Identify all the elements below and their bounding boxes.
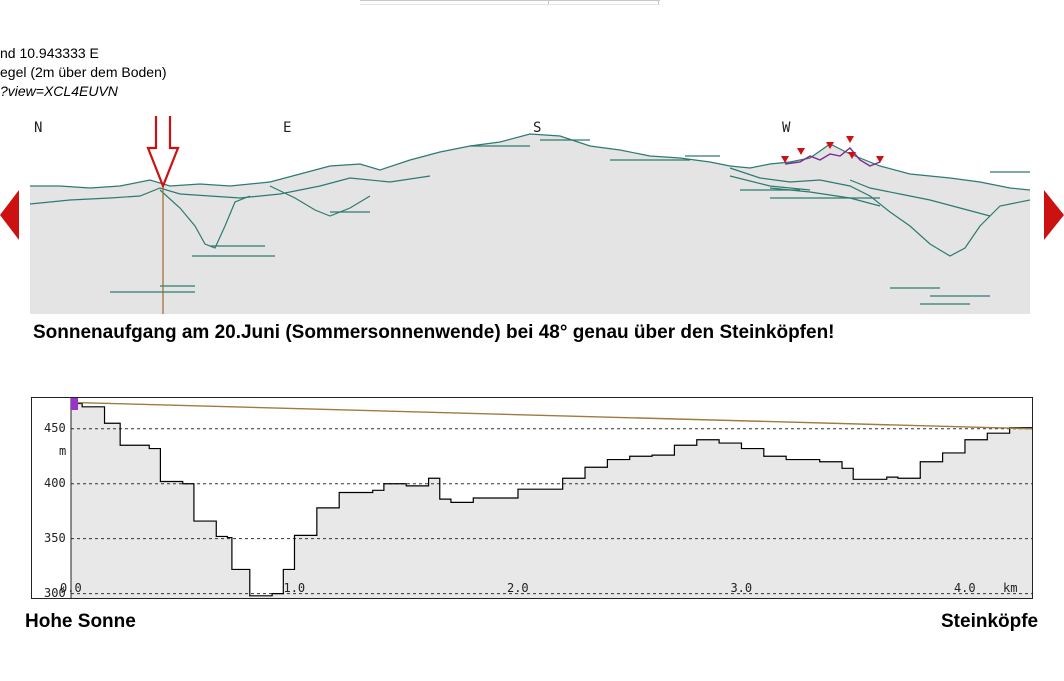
terrain-profile-line (71, 402, 1032, 597)
x-tick-2.0: 2.0 (506, 581, 529, 595)
x-tick-1.0: 1.0 (283, 581, 306, 595)
x-tick-4.0: 4.0 (953, 581, 976, 595)
x-tick-0.0: 0.0 (60, 581, 82, 595)
start-marker (71, 398, 78, 410)
caption-text: Sonnenaufgang am 20.Juni (Sommersonnenwe… (33, 322, 835, 343)
terrain-area (71, 403, 1032, 598)
sky-area (30, 116, 1030, 190)
y-tick-350: 350 (44, 530, 66, 545)
next-arrow-icon[interactable] (1044, 190, 1064, 240)
ridge-segments (110, 139, 1030, 305)
start-location-label: Hohe Sonne (25, 611, 136, 632)
end-location-label: Steinköpfe (941, 611, 1039, 632)
compass-label-n: N (34, 120, 43, 136)
y-axis-unit: m (59, 444, 67, 458)
elevation-profile-chart (31, 397, 1033, 599)
y-tick-300: 300 (44, 585, 66, 600)
panorama-view[interactable] (30, 116, 1030, 314)
x-axis-unit: km (1003, 581, 1018, 595)
y-tick-450: 450 (44, 420, 66, 435)
peak-markers (781, 136, 884, 163)
elevation-profile-plot (70, 398, 1032, 598)
view-link-text[interactable]: ?view=XCL4EUVN (0, 83, 118, 99)
sunrise-arrow-icon (146, 116, 180, 189)
browser-toolbar-edge (360, 0, 660, 5)
viewpoint-height-text: egel (2m über dem Boden) (0, 64, 167, 80)
panorama-drawing (30, 116, 1030, 314)
summit-ridge-line (784, 147, 881, 167)
x-tick-3.0: 3.0 (730, 581, 753, 595)
compass-label-w: W (782, 120, 791, 136)
coordinates-text: nd 10.943333 E (0, 45, 99, 61)
sightline (70, 401, 1032, 430)
compass-label-s: S (533, 120, 542, 136)
previous-arrow-icon[interactable] (0, 190, 19, 240)
y-tick-400: 400 (44, 475, 66, 490)
compass-label-e: E (283, 120, 292, 136)
